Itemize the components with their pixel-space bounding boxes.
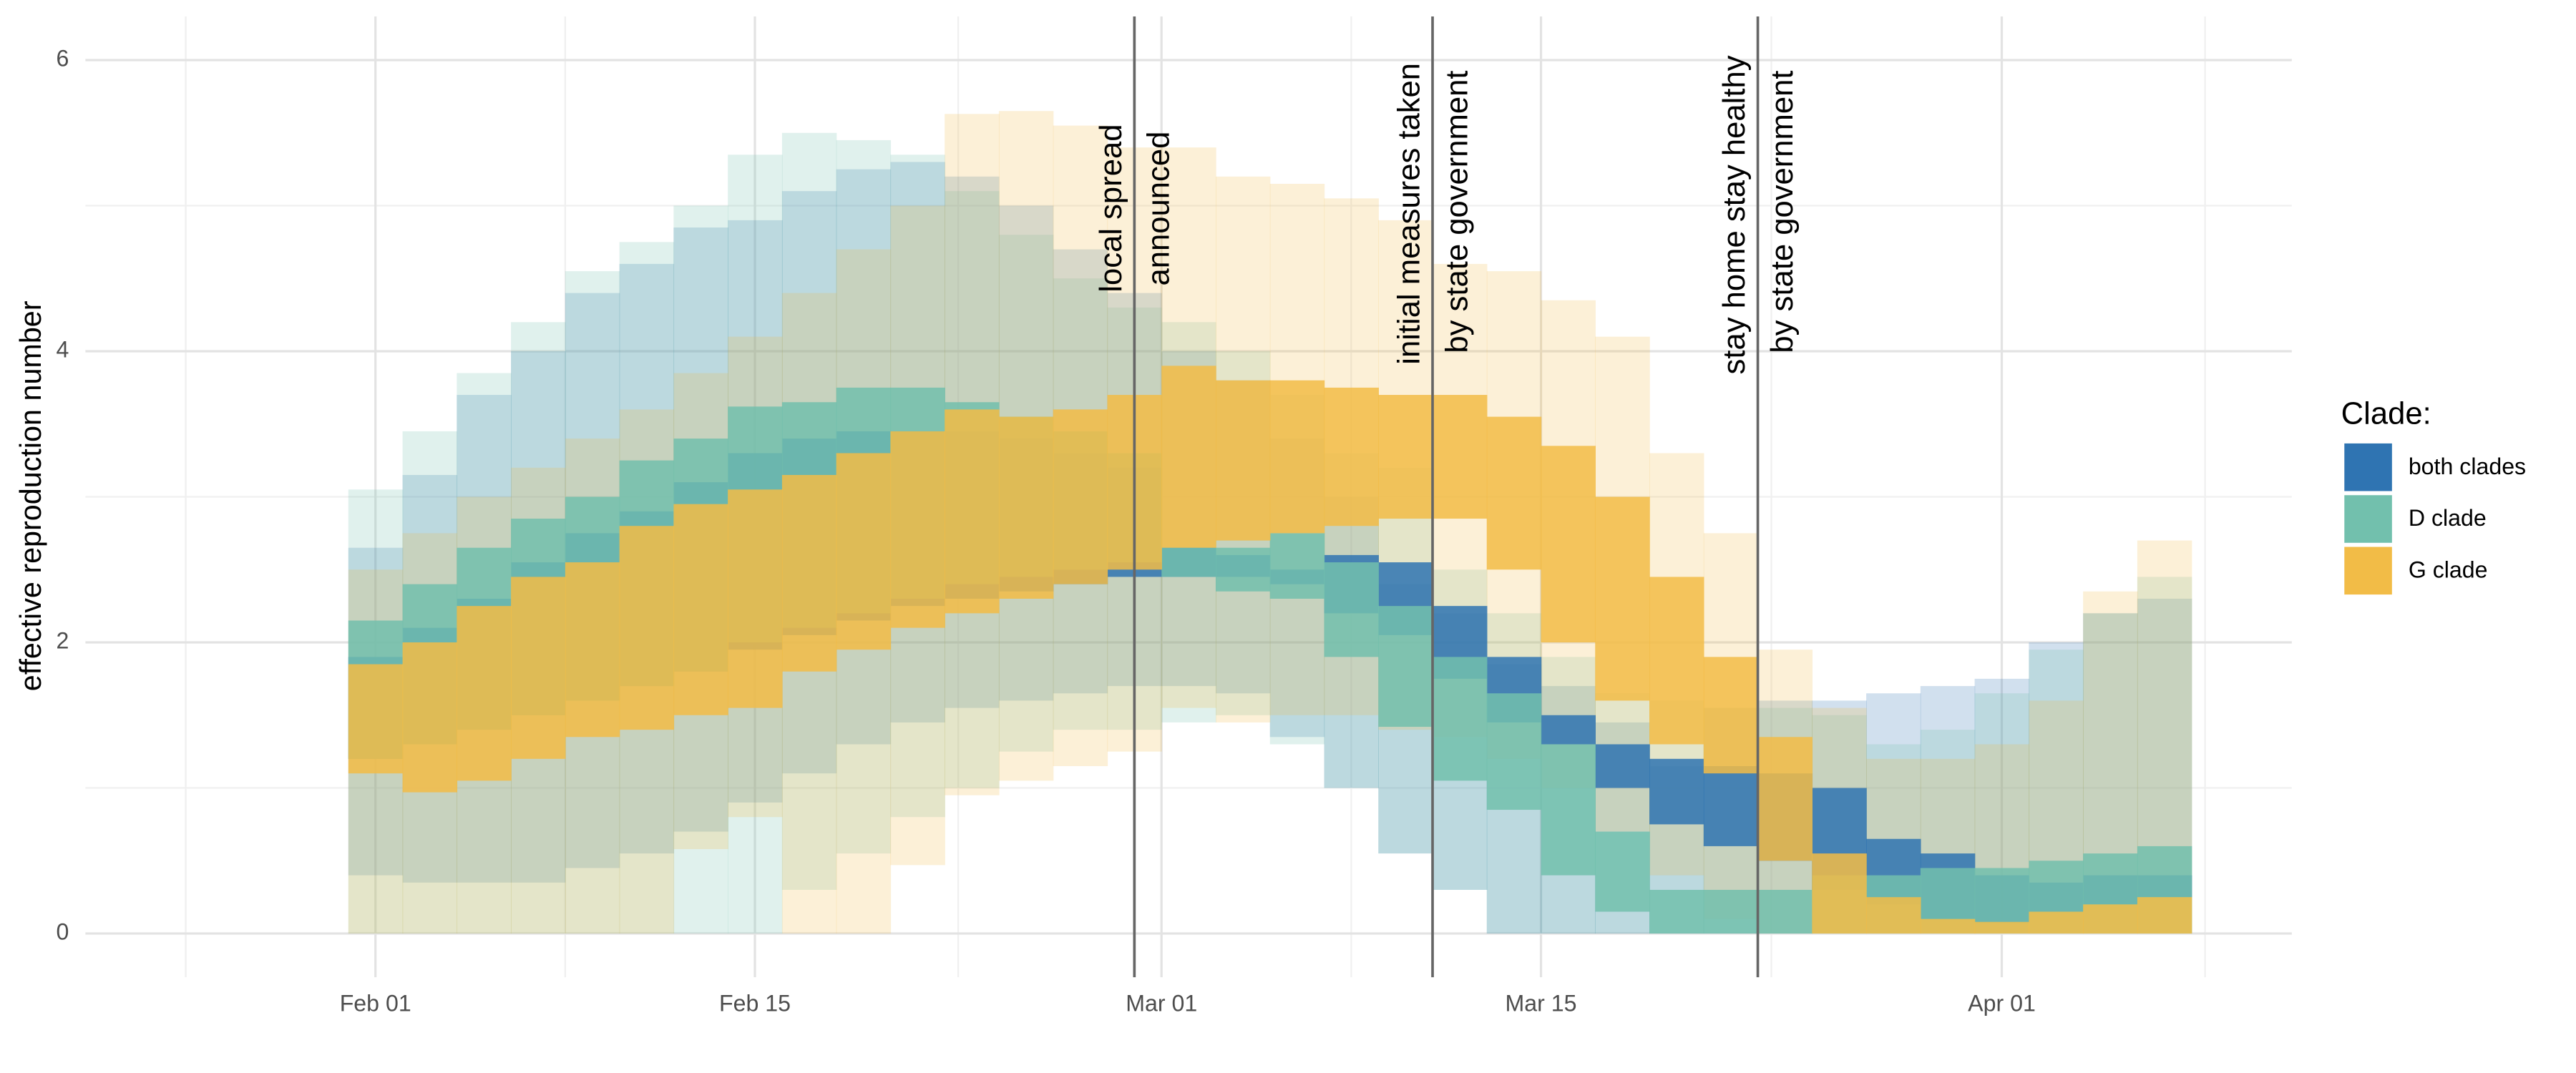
inner-band xyxy=(1920,918,1976,934)
inner-band xyxy=(2137,897,2192,934)
inner-band xyxy=(1757,737,1813,861)
x-tick-label: Mar 01 xyxy=(1126,991,1197,1016)
inner-band xyxy=(1649,577,1704,745)
event-label: announced xyxy=(1142,132,1176,286)
inner-band xyxy=(1595,831,1650,912)
inner-band xyxy=(511,577,566,759)
event-label: by state government xyxy=(1440,71,1474,353)
x-tick-label: Mar 15 xyxy=(1506,991,1577,1016)
inner-band xyxy=(1595,744,1650,788)
inner-band xyxy=(1215,547,1271,592)
inner-band xyxy=(1433,395,1488,519)
inner-band xyxy=(1974,921,2030,934)
x-tick-label: Feb 15 xyxy=(719,991,791,1016)
inner-band xyxy=(2029,911,2084,934)
inner-band xyxy=(619,526,675,730)
inner-band xyxy=(1541,715,1596,745)
legend-title: Clade: xyxy=(2341,396,2431,431)
inner-band xyxy=(1703,889,1759,934)
legend-swatch xyxy=(2344,495,2392,543)
y-tick-label: 4 xyxy=(57,337,69,363)
inner-band xyxy=(998,416,1054,599)
inner-band xyxy=(673,504,728,715)
legend-label: D clade xyxy=(2409,505,2487,531)
y-axis-label: effective reproduction number xyxy=(14,300,47,691)
inner-band xyxy=(781,474,837,672)
y-tick-label: 6 xyxy=(57,45,69,71)
inner-band xyxy=(1378,606,1433,727)
inner-band xyxy=(1161,366,1216,548)
legend-label: both clades xyxy=(2409,454,2526,479)
inner-band xyxy=(1866,897,1921,934)
inner-band xyxy=(1649,758,1704,825)
inner-band xyxy=(1324,387,1379,526)
legend-swatch xyxy=(2344,547,2392,595)
event-label: by state government xyxy=(1765,71,1800,353)
inner-band xyxy=(402,642,458,793)
inner-band xyxy=(2083,904,2138,934)
inner-band xyxy=(1757,889,1813,934)
inner-band xyxy=(1053,409,1108,584)
inner-band xyxy=(1812,853,1867,934)
event-label: initial measures taken xyxy=(1392,63,1427,365)
inner-band xyxy=(1215,380,1271,541)
y-tick-label: 2 xyxy=(57,628,69,654)
y-tick-label: 0 xyxy=(57,919,69,945)
event-label: local spread xyxy=(1094,124,1128,293)
legend-swatch xyxy=(2344,443,2392,491)
inner-band xyxy=(1541,744,1596,876)
inner-band xyxy=(565,562,620,738)
inner-band xyxy=(1541,446,1596,643)
inner-band xyxy=(1649,889,1704,934)
inner-band xyxy=(836,453,892,650)
inner-band xyxy=(348,664,404,774)
inner-band xyxy=(1161,547,1216,577)
inner-band xyxy=(1378,395,1433,519)
inner-band xyxy=(457,606,512,781)
legend-label: G clade xyxy=(2409,557,2488,582)
inner-band xyxy=(1433,657,1488,781)
event-label: stay home stay healthy xyxy=(1717,55,1752,374)
inner-band xyxy=(945,409,1000,614)
inner-band xyxy=(1324,562,1379,657)
inner-band xyxy=(1486,416,1542,570)
inner-band xyxy=(1269,533,1325,599)
inner-band xyxy=(1595,496,1650,701)
x-tick-label: Apr 01 xyxy=(1968,991,2036,1016)
inner-band xyxy=(1486,693,1542,810)
inner-band xyxy=(1703,657,1759,774)
inner-band xyxy=(1703,765,1759,846)
x-tick-label: Feb 01 xyxy=(340,991,411,1016)
inner-band xyxy=(728,489,783,708)
inner-band xyxy=(1269,380,1325,534)
inner-band xyxy=(890,431,945,628)
